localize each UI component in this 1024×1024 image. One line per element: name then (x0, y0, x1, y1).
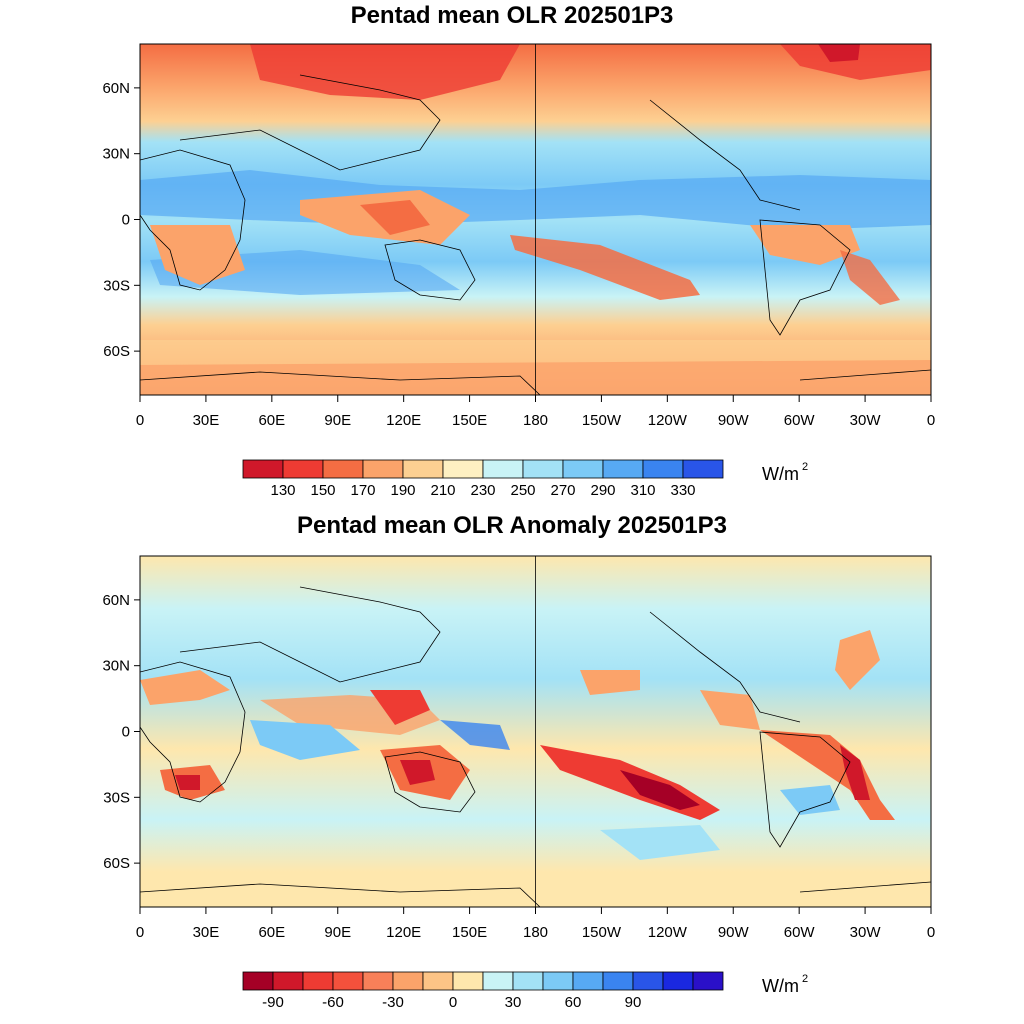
colorbar-label: 330 (670, 482, 695, 499)
colorbar-swatch (602, 971, 634, 991)
lat-tick-label: 60S (103, 343, 130, 360)
lat-tick-label: 60N (102, 80, 130, 97)
colorbar-label: 210 (430, 482, 455, 499)
colorbar-swatch (322, 459, 364, 479)
olr-anomaly-map-panel: 60N 30N 0 30S 60S 0 30E 60E 90E 120E 150E 180 150W 12… (102, 555, 935, 941)
lon-tick-label: 60W (784, 924, 816, 941)
colorbar-unit-sup: 2 (802, 461, 808, 473)
lon-tick-label: 30E (193, 924, 220, 941)
colorbar-label: 310 (630, 482, 655, 499)
colorbar-label: -30 (382, 994, 404, 1011)
colorbar-swatch (422, 971, 454, 991)
colorbar-unit-sup: 2 (802, 973, 808, 985)
colorbar-swatch (632, 971, 664, 991)
colorbar-swatch (242, 971, 274, 991)
colorbar-swatch (392, 971, 424, 991)
lon-tick-label: 120E (386, 412, 421, 429)
lon-tick-label: 60W (784, 412, 816, 429)
lon-tick-label: 0 (927, 412, 935, 429)
colorbar-label: 0 (449, 994, 457, 1011)
colorbar-swatch (332, 971, 364, 991)
colorbar-label: -60 (322, 994, 344, 1011)
colorbar-swatch (542, 971, 574, 991)
colorbar-swatch (362, 459, 404, 479)
lon-tick-label: 180 (523, 924, 548, 941)
colorbar-swatch (482, 459, 524, 479)
lon-tick-label: 30W (850, 924, 882, 941)
colorbar-label: 150 (310, 482, 335, 499)
lat-tick-label: 30S (103, 277, 130, 294)
coastlines-anomaly (140, 556, 931, 907)
lat-tick-label: 30S (103, 789, 130, 806)
colorbar-swatch (482, 971, 514, 991)
lon-tick-label: 150W (582, 924, 622, 941)
colorbar-label: 190 (390, 482, 415, 499)
lon-tick-label: 30E (193, 412, 220, 429)
colorbar-swatch (662, 971, 694, 991)
lon-tick-label: 90W (718, 412, 750, 429)
colorbar-swatch (682, 459, 724, 479)
lon-tick-label: 60E (258, 412, 285, 429)
olr-map-axes: 60N 30N 0 30S 60S 0 30E 60E 90E 120E 150E 180 150W 12… (102, 80, 935, 429)
map-title-olr-anomaly: Pentad mean OLR Anomaly 202501P3 (297, 512, 727, 539)
lon-tick-label: 0 (136, 924, 144, 941)
colorbar-swatch (282, 459, 324, 479)
lat-tick-label: 30N (102, 146, 130, 163)
colorbar-label: 130 (270, 482, 295, 499)
lon-tick-label: 150W (582, 412, 622, 429)
colorbar-label: 170 (350, 482, 375, 499)
colorbar-label: 250 (510, 482, 535, 499)
colorbar-swatch (692, 971, 724, 991)
lon-tick-label: 150E (452, 924, 487, 941)
lon-tick-label: 120E (386, 924, 421, 941)
lat-tick-label: 30N (102, 658, 130, 675)
lon-tick-label: 30W (850, 412, 882, 429)
colorbar-swatch (602, 459, 644, 479)
lat-tick-label: 60S (103, 855, 130, 872)
colorbar-unit: W/m (762, 976, 799, 996)
lat-tick-label: 0 (122, 724, 130, 741)
lon-tick-label: 120W (648, 412, 688, 429)
colorbar-label: 90 (625, 994, 642, 1011)
colorbar-swatch (562, 459, 604, 479)
lat-tick-label: 0 (122, 212, 130, 229)
colorbar-label: -90 (262, 994, 284, 1011)
olr-anomaly-colorbar: -90 -60 -30 0 30 60 90 W/m 2 (242, 971, 808, 1011)
colorbar-swatch (442, 459, 484, 479)
colorbar-unit: W/m (762, 464, 799, 484)
colorbar-swatch (362, 971, 394, 991)
lon-tick-label: 60E (258, 924, 285, 941)
colorbar-label: 230 (470, 482, 495, 499)
lon-tick-label: 0 (927, 924, 935, 941)
colorbar-label: 290 (590, 482, 615, 499)
colorbar-swatch (512, 971, 544, 991)
colorbar-swatch (642, 459, 684, 479)
colorbar-swatch (302, 971, 334, 991)
lon-tick-label: 90W (718, 924, 750, 941)
lon-tick-label: 90E (324, 412, 351, 429)
olr-anomaly-map-axes: 60N 30N 0 30S 60S 0 30E 60E 90E 120E 150E 180 150W 12… (102, 592, 935, 941)
colorbar-swatch (522, 459, 564, 479)
lon-tick-label: 0 (136, 412, 144, 429)
lon-tick-label: 180 (523, 412, 548, 429)
lon-tick-label: 90E (324, 924, 351, 941)
map-title-olr: Pentad mean OLR 202501P3 (350, 2, 674, 29)
lat-tick-label: 60N (102, 592, 130, 609)
coastlines (140, 44, 931, 395)
olr-map-panel: 60N 30N 0 30S 60S 0 30E 60E 90E 120E 150E 180 150W 12… (102, 43, 935, 429)
colorbar-swatch (242, 459, 284, 479)
colorbar-swatch (572, 971, 604, 991)
lon-tick-label: 150E (452, 412, 487, 429)
olr-colorbar: 130 150 170 190 210 230 250 270 290 310 330 W/m 2 (242, 459, 808, 499)
colorbar-swatch (402, 459, 444, 479)
lon-tick-label: 120W (648, 924, 688, 941)
colorbar-swatch (452, 971, 484, 991)
colorbar-label: 60 (565, 994, 582, 1011)
colorbar-label: 270 (550, 482, 575, 499)
colorbar-swatch (272, 971, 304, 991)
colorbar-label: 30 (505, 994, 522, 1011)
